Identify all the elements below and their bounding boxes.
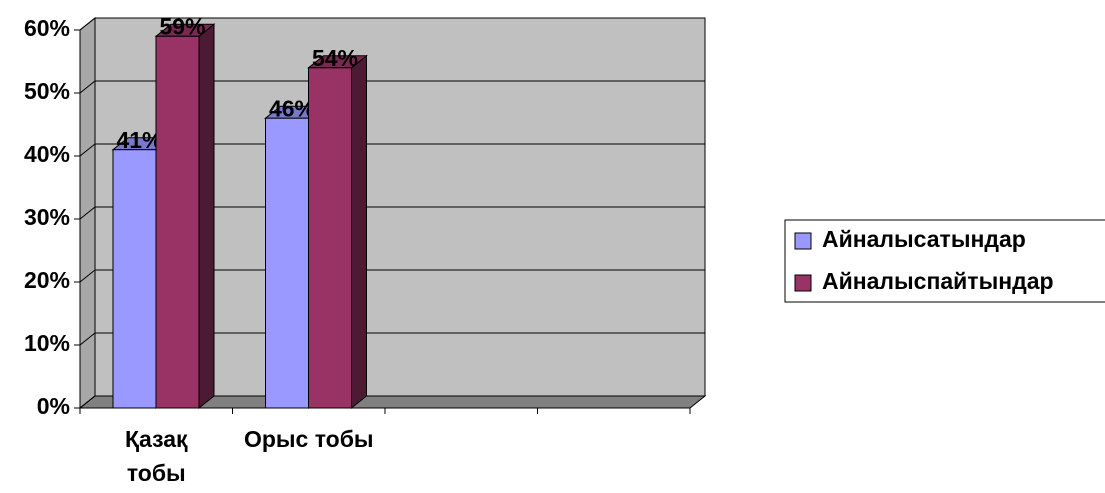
grid-line: [79, 143, 705, 157]
legend-box: [784, 219, 1105, 303]
grid-line: [79, 206, 705, 220]
grid-line: [79, 17, 705, 31]
bar: [308, 67, 352, 409]
bar: [112, 149, 157, 409]
bar: [155, 35, 200, 409]
y-tick-label: 20%: [24, 267, 70, 293]
y-tick-label: 30%: [24, 204, 70, 230]
y-tick-label: 0%: [37, 393, 70, 419]
legend-swatch: [794, 274, 812, 292]
legend-label: Айналысатындар: [822, 226, 1026, 252]
y-tick-label: 50%: [24, 78, 70, 104]
y-tick-label: 10%: [24, 330, 70, 356]
value-label: 46%: [269, 95, 315, 121]
value-label: 41%: [116, 127, 162, 153]
y-tick-label: 60%: [24, 15, 70, 41]
grid-line: [79, 395, 705, 409]
grid-line: [79, 80, 705, 94]
x-tick-label: Қазақ тобы: [124, 426, 188, 486]
grid-line: [79, 332, 705, 346]
x-tick-label: Орыс тобы: [243, 426, 374, 452]
bar-side: [351, 54, 367, 410]
value-label: 54%: [312, 45, 358, 71]
grid-line: [79, 269, 705, 283]
bar-side: [198, 23, 215, 410]
legend-label: Айналыспайтындар: [822, 268, 1054, 294]
legend-swatch: [794, 232, 812, 250]
value-label: 59%: [159, 13, 205, 39]
bar: [265, 117, 309, 409]
y-tick-label: 40%: [24, 141, 70, 167]
